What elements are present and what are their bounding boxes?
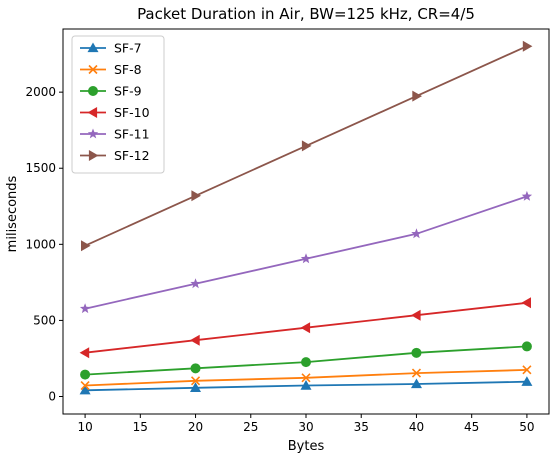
data-point [190,376,201,386]
data-point [80,380,90,391]
y-axis-label: miliseconds [5,175,20,252]
legend-marker [87,128,99,139]
legend-marker [87,107,98,118]
data-point [81,240,91,252]
x-axis-label: Bytes [288,439,325,454]
legend-marker [88,86,98,96]
legend-entry: SF-11 [80,127,150,142]
chart-title: Packet Duration in Air, BW=125 kHz, CR=4… [137,5,475,23]
y-tick-label: 1000 [25,237,56,251]
x-tick-label: 10 [77,420,92,434]
series-sf-11 [79,190,533,314]
data-point [521,376,533,386]
legend-entry: SF-10 [80,105,150,120]
legend-marker [88,150,99,161]
x-tick-label: 25 [243,420,258,434]
x-tick-label: 30 [298,420,313,434]
series-sf-8 [80,365,532,391]
data-point [300,380,312,390]
data-point [79,303,91,314]
data-point [301,357,311,368]
legend-entry: SF-8 [80,62,142,77]
series-layer [79,40,533,395]
data-point [301,373,311,383]
x-tick-label: 20 [188,420,203,434]
series-sf-10 [79,297,531,359]
data-point [411,368,422,378]
data-point [190,382,201,392]
data-point [80,369,91,380]
series-line [84,195,528,310]
legend-label: SF-11 [114,127,150,142]
data-point [521,190,533,201]
legend-marker [87,42,99,53]
data-point [411,309,421,321]
legend: SF-7 SF-8 SF-9 SF-10 SF-11 SF-12 [71,35,165,174]
legend-entry: SF-7 [80,41,142,56]
x-tick-label: 40 [409,420,424,434]
data-point [521,297,531,309]
data-point [300,322,311,334]
data-point [412,90,422,102]
legend-marker [88,64,98,75]
series-sf-12 [81,40,533,252]
y-tick-label: 500 [33,313,56,327]
data-point [79,384,91,395]
legend-entry: SF-9 [80,84,142,99]
legend-label: SF-7 [114,41,142,56]
legend-label: SF-10 [114,105,150,120]
data-point [301,140,312,152]
legend-label: SF-9 [114,84,142,99]
x-tick-label: 35 [354,420,369,434]
data-point [411,228,422,239]
x-tick-label: 15 [133,420,148,434]
data-point [79,347,90,359]
data-point [190,278,201,289]
data-point [191,190,201,202]
data-point [190,363,201,374]
series-sf-7 [79,376,533,395]
data-point [411,378,422,389]
x-tick-label: 50 [519,420,534,434]
y-tick-label: 1500 [25,161,56,175]
series-sf-9 [80,341,532,380]
data-point [522,365,532,375]
data-point [521,341,532,352]
legend-entry: SF-12 [80,148,150,163]
data-point [300,253,312,264]
data-point [190,334,200,346]
data-point [411,347,422,358]
y-tick-label: 0 [48,390,56,404]
legend-label: SF-8 [114,62,142,77]
plot-frame [62,28,550,415]
y-tick-label: 2000 [25,85,56,99]
legend-label: SF-12 [114,148,150,163]
x-tick-label: 45 [464,420,479,434]
data-point [522,40,533,52]
